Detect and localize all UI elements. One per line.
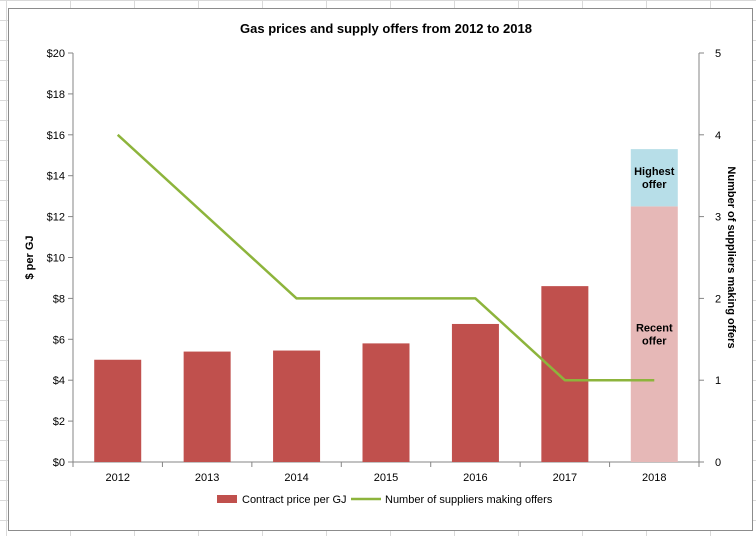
right-axis-ticks: 0 1 2 3 4 5 [699, 48, 721, 469]
bar[interactable] [273, 350, 321, 462]
bar[interactable] [541, 286, 589, 462]
left-tick-label: $4 [53, 375, 65, 387]
right-tick-label: 1 [715, 375, 721, 387]
legend-line-label: Number of suppliers making offers [385, 494, 553, 506]
left-tick-label: $6 [53, 334, 65, 346]
x-tick-label: 2018 [642, 472, 666, 484]
left-tick-label: $18 [47, 89, 65, 101]
left-tick-label: $14 [47, 171, 65, 183]
chart-area[interactable]: Gas prices and supply offers from 2012 t… [8, 8, 753, 531]
right-tick-label: 2 [715, 293, 721, 305]
right-tick-label: 3 [715, 212, 721, 224]
x-tick-label: 2015 [374, 472, 398, 484]
x-tick-label: 2014 [284, 472, 308, 484]
y-axis-title: $ per GJ [24, 235, 36, 279]
x-tick-label: 2013 [195, 472, 219, 484]
chart-svg: Gas prices and supply offers from 2012 t… [24, 21, 737, 506]
left-tick-label: $0 [53, 457, 65, 469]
segment-label: Highest [634, 166, 675, 178]
left-tick-label: $16 [47, 130, 65, 142]
right-tick-label: 5 [715, 48, 721, 60]
left-tick-label: $10 [47, 253, 65, 265]
left-tick-label: $20 [47, 48, 65, 60]
left-tick-label: $2 [53, 416, 65, 428]
bar[interactable] [183, 351, 231, 462]
legend-bar-label: Contract price per GJ [242, 494, 347, 506]
segment-label: offer [642, 179, 667, 191]
segment-label: Recent [636, 323, 673, 335]
x-tick-label: 2017 [553, 472, 577, 484]
bars-group [94, 286, 589, 462]
right-tick-label: 4 [715, 130, 721, 142]
chart-title: Gas prices and supply offers from 2012 t… [240, 21, 532, 36]
bar[interactable] [362, 343, 410, 462]
right-tick-label: 0 [715, 457, 721, 469]
stacked-segment[interactable] [630, 206, 678, 462]
y2-axis-title: Number of suppliers making offers [725, 166, 737, 348]
x-axis-ticks: 2012 2013 2014 2015 2016 2017 2018 [72, 462, 700, 484]
stacked-segment[interactable] [630, 149, 678, 207]
segment-label: offer [642, 336, 667, 348]
bar[interactable] [451, 323, 499, 462]
x-tick-label: 2016 [463, 472, 487, 484]
left-tick-label: $12 [47, 212, 65, 224]
bar[interactable] [94, 359, 142, 462]
line-series-group [116, 133, 655, 382]
suppliers-line[interactable] [116, 133, 655, 382]
left-axis-ticks: $0 $2 $4 $6 $8 $10 $12 $14 $16 $18 $20 [47, 48, 73, 469]
legend-bar-swatch [217, 495, 237, 503]
legend[interactable]: Contract price per GJ Number of supplier… [217, 494, 553, 506]
x-tick-label: 2012 [105, 472, 129, 484]
left-tick-label: $8 [53, 293, 65, 305]
